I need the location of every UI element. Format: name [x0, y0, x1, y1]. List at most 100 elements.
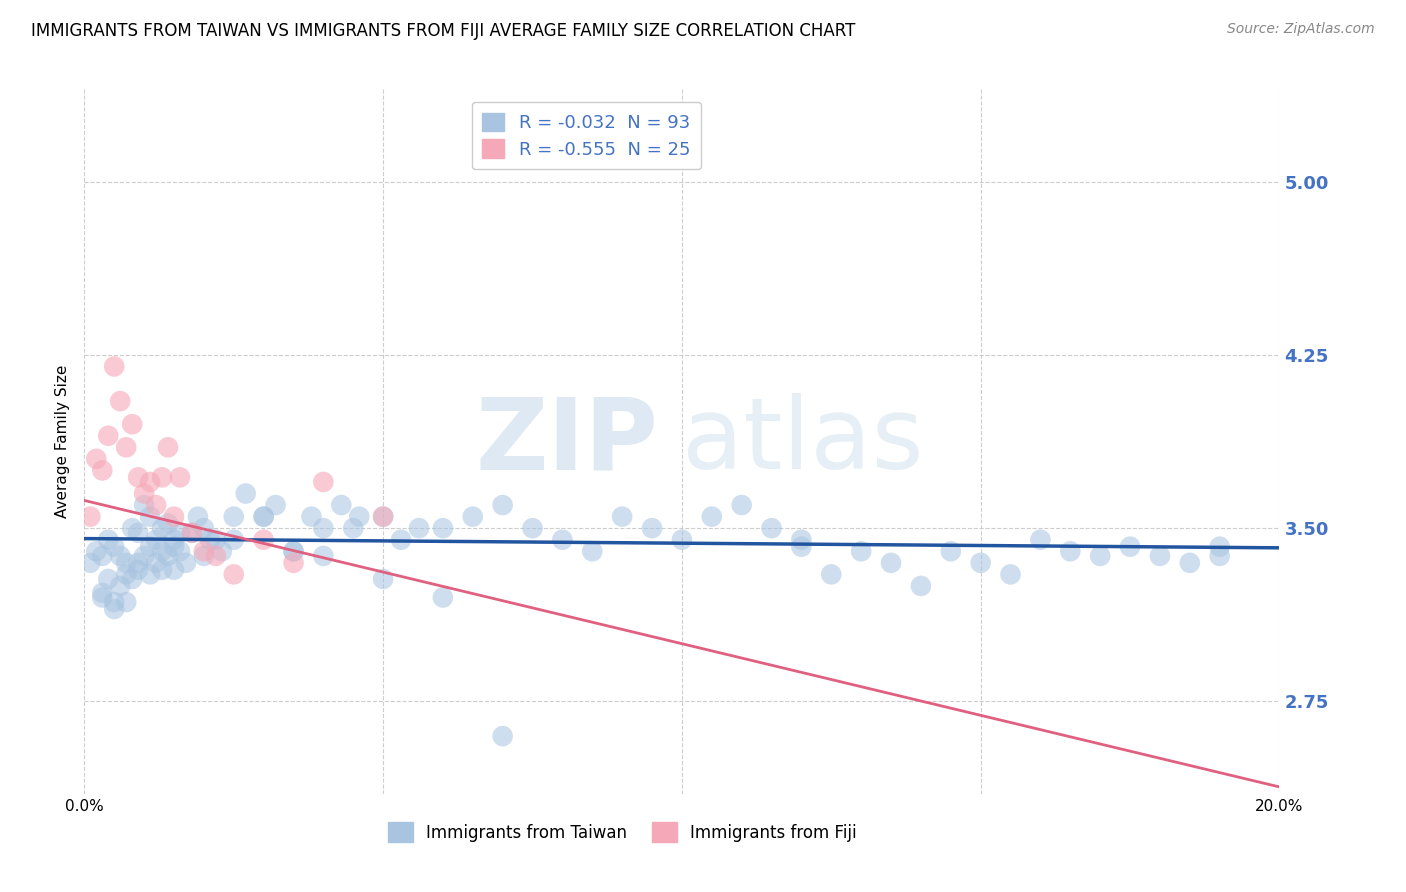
Point: [790, 533, 813, 547]
Point: [205, 533, 228, 547]
Point: [97, 572, 120, 586]
Point: [127, 525, 149, 540]
Point: [1149, 549, 1171, 563]
Point: [150, 521, 173, 535]
Point: [851, 544, 873, 558]
Point: [127, 563, 149, 577]
Point: [700, 509, 723, 524]
Point: [301, 509, 323, 524]
Point: [79, 556, 101, 570]
Point: [110, 549, 132, 563]
Point: [110, 579, 132, 593]
Point: [492, 498, 515, 512]
Point: [492, 729, 515, 743]
Point: [86, 544, 108, 558]
Point: [522, 521, 544, 535]
Point: [264, 498, 287, 512]
Point: [211, 544, 233, 558]
Point: [551, 533, 574, 547]
Point: [349, 509, 371, 524]
Point: [222, 567, 245, 582]
Point: [127, 470, 149, 484]
Point: [91, 591, 114, 605]
Point: [163, 509, 186, 524]
Point: [145, 498, 167, 512]
Point: [132, 486, 156, 500]
Point: [193, 544, 215, 558]
Point: [91, 586, 114, 600]
Point: [342, 521, 364, 535]
Point: [222, 509, 245, 524]
Text: Source: ZipAtlas.com: Source: ZipAtlas.com: [1227, 22, 1375, 37]
Point: [1119, 810, 1142, 824]
Point: [312, 549, 335, 563]
Point: [103, 602, 125, 616]
Legend: Immigrants from Taiwan, Immigrants from Fiji: Immigrants from Taiwan, Immigrants from …: [381, 815, 863, 849]
Point: [1209, 549, 1232, 563]
Point: [283, 544, 305, 558]
Point: [91, 549, 114, 563]
Point: [157, 440, 180, 454]
Point: [115, 595, 138, 609]
Point: [163, 533, 186, 547]
Point: [198, 533, 221, 547]
Point: [432, 591, 454, 605]
Point: [761, 521, 783, 535]
Point: [1209, 540, 1232, 554]
Point: [910, 579, 932, 593]
Point: [1000, 567, 1022, 582]
Point: [612, 509, 634, 524]
Point: [193, 521, 215, 535]
Point: [103, 540, 125, 554]
Point: [235, 486, 257, 500]
Point: [1090, 549, 1112, 563]
Point: [150, 470, 173, 484]
Point: [115, 556, 138, 570]
Point: [121, 521, 143, 535]
Point: [880, 556, 903, 570]
Point: [253, 533, 276, 547]
Point: [253, 509, 276, 524]
Point: [121, 572, 143, 586]
Point: [145, 556, 167, 570]
Point: [121, 417, 143, 432]
Point: [97, 533, 120, 547]
Point: [408, 521, 430, 535]
Point: [181, 525, 204, 540]
Point: [103, 359, 125, 374]
Point: [174, 556, 197, 570]
Point: [373, 572, 395, 586]
Point: [373, 509, 395, 524]
Point: [283, 556, 305, 570]
Point: [671, 533, 693, 547]
Point: [461, 509, 484, 524]
Y-axis label: Average Family Size: Average Family Size: [55, 365, 70, 518]
Point: [432, 521, 454, 535]
Point: [193, 549, 215, 563]
Point: [86, 451, 108, 466]
Point: [145, 533, 167, 547]
Point: [939, 544, 962, 558]
Point: [790, 540, 813, 554]
Point: [253, 509, 276, 524]
Point: [150, 563, 173, 577]
Point: [169, 544, 191, 558]
Point: [1119, 540, 1142, 554]
Point: [127, 556, 149, 570]
Point: [641, 521, 664, 535]
Point: [139, 567, 162, 582]
Point: [169, 525, 191, 540]
Point: [820, 567, 842, 582]
Point: [312, 475, 335, 489]
Point: [222, 533, 245, 547]
Point: [132, 498, 156, 512]
Point: [91, 463, 114, 477]
Point: [1178, 556, 1201, 570]
Point: [139, 509, 162, 524]
Point: [115, 440, 138, 454]
Point: [163, 563, 186, 577]
Point: [97, 429, 120, 443]
Point: [110, 394, 132, 409]
Point: [389, 533, 412, 547]
Point: [169, 470, 191, 484]
